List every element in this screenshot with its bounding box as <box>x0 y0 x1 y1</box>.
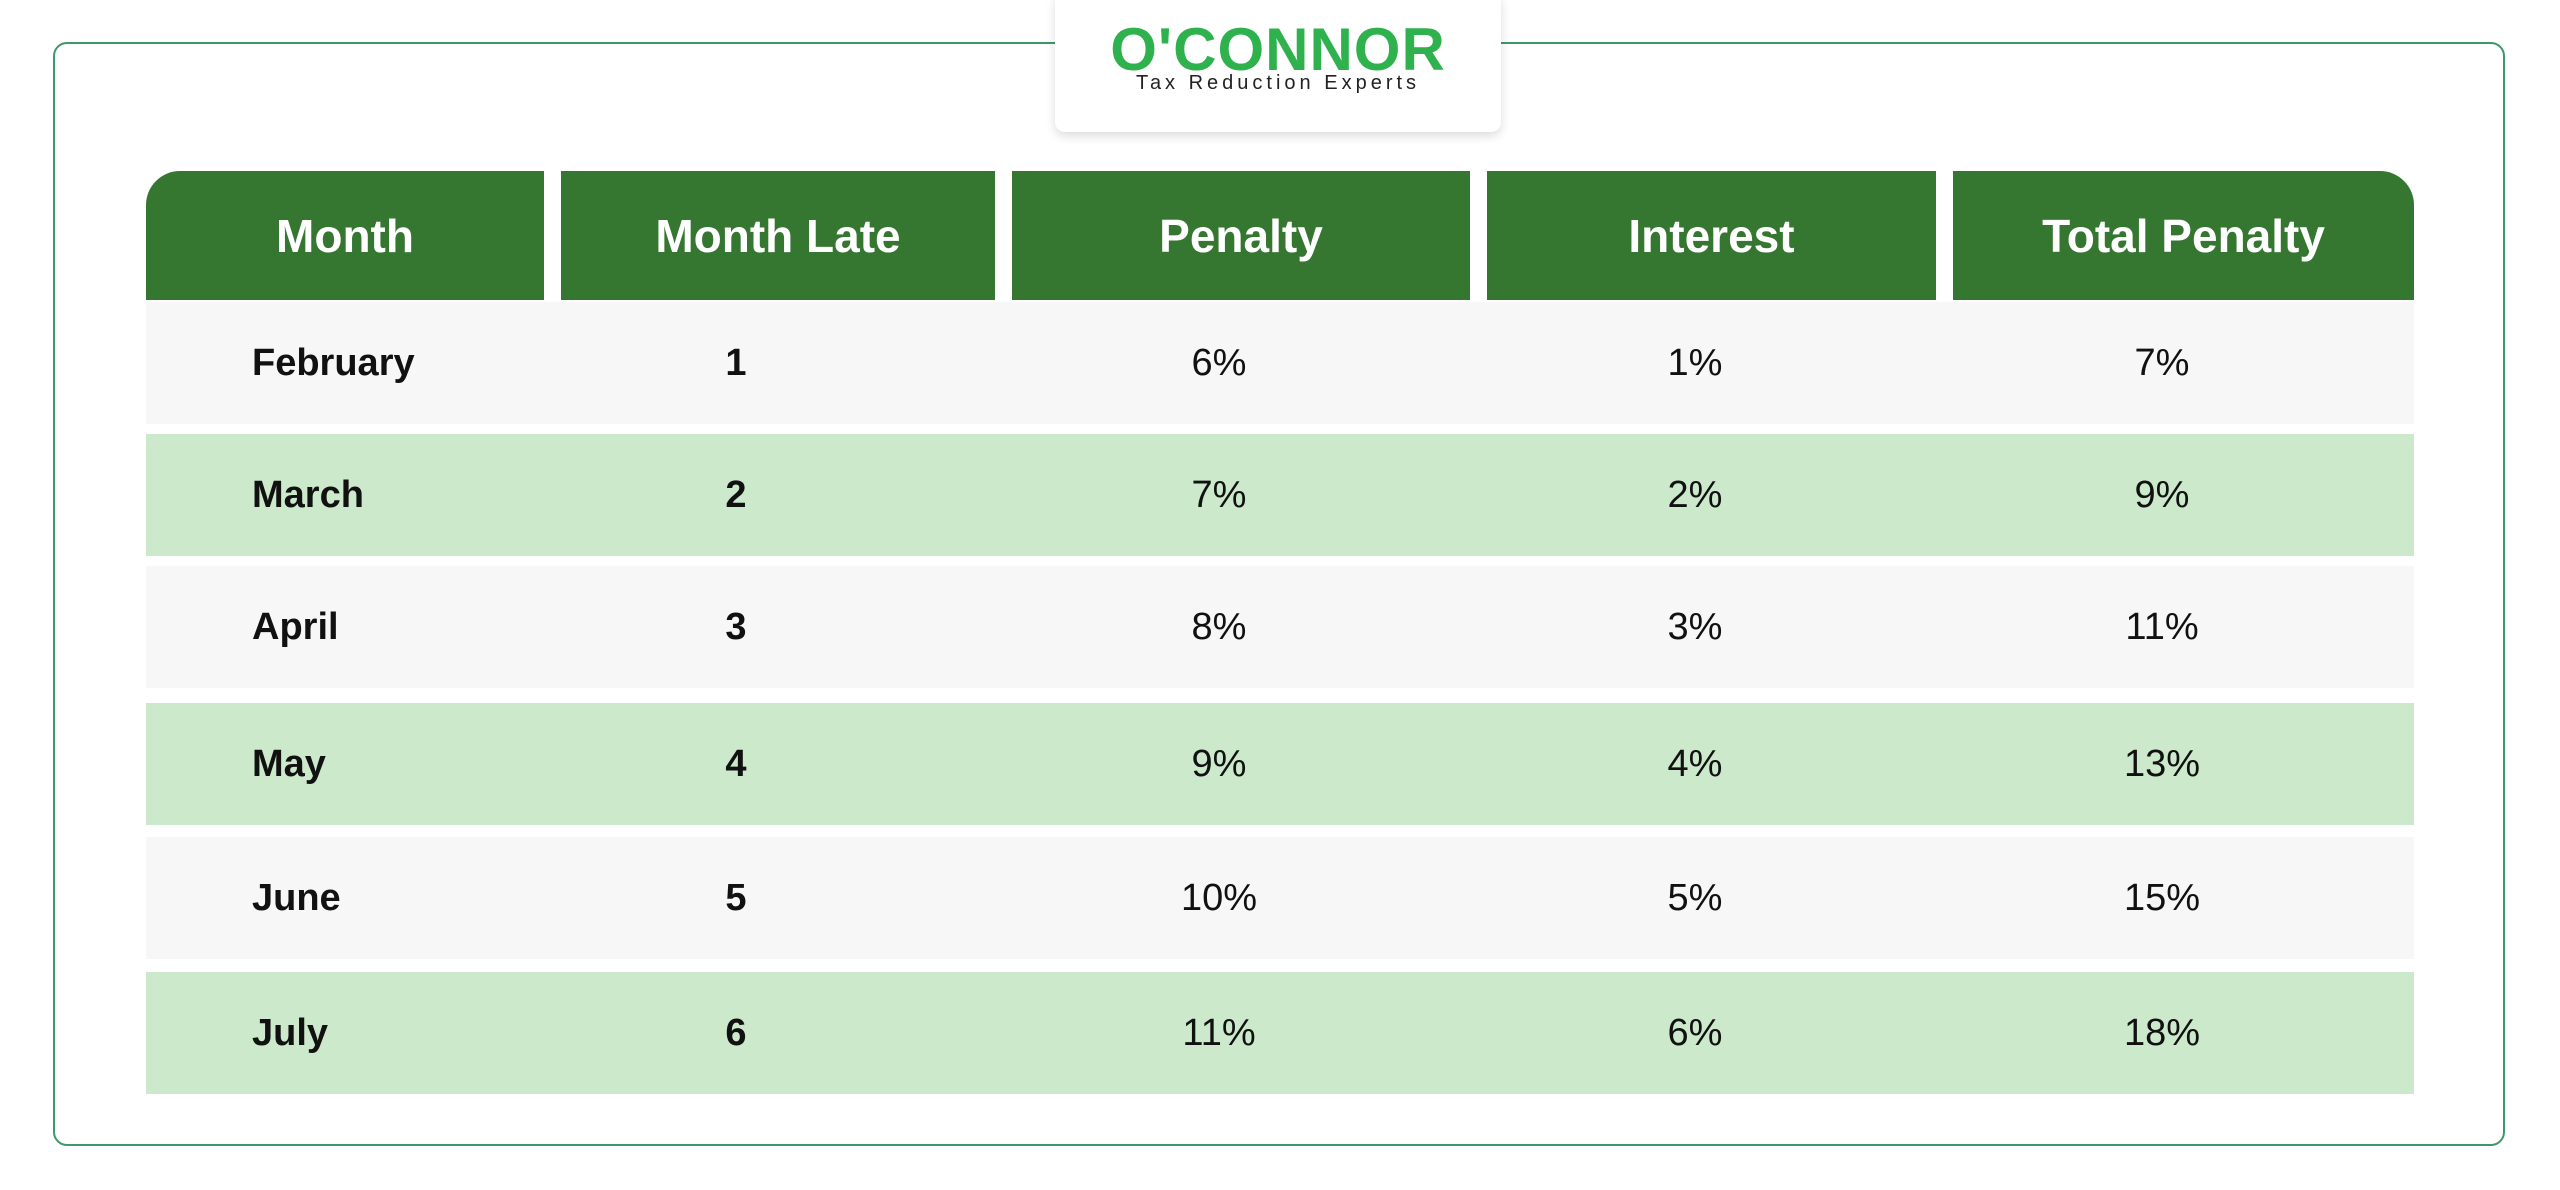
cell-penalty: 7% <box>1191 473 1247 516</box>
cell-interest: 6% <box>1667 1011 1723 1054</box>
cell-interest: 1% <box>1667 341 1723 384</box>
cell-month-late: 3 <box>725 605 747 648</box>
table-row: June 5 10% 5% 15% <box>146 837 2414 959</box>
cell-penalty: 10% <box>1180 876 1258 919</box>
cell-month-late: 1 <box>725 341 747 384</box>
cell-penalty: 6% <box>1191 341 1247 384</box>
cell-total-penalty: 7% <box>2134 341 2190 384</box>
logo-card: O'CONNOR Tax Reduction Experts <box>1055 0 1501 132</box>
cell-month: July <box>252 1011 329 1054</box>
logo-tagline: Tax Reduction Experts <box>1135 72 1421 94</box>
cell-penalty: 11% <box>1182 1011 1256 1054</box>
header-penalty: Penalty <box>1012 171 1470 300</box>
table-row: April 3 8% 3% 11% <box>146 566 2414 688</box>
cell-interest: 2% <box>1667 473 1723 516</box>
cell-total-penalty: 13% <box>2123 742 2201 785</box>
cell-month: May <box>252 742 326 785</box>
table-row: May 4 9% 4% 13% <box>146 703 2414 825</box>
cell-total-penalty: 15% <box>2123 876 2201 919</box>
cell-interest: 3% <box>1667 605 1723 648</box>
cell-month-late: 5 <box>725 876 747 919</box>
cell-month: February <box>252 341 415 384</box>
table-row: March 2 7% 2% 9% <box>146 434 2414 556</box>
cell-total-penalty: 18% <box>2123 1011 2201 1054</box>
cell-penalty: 9% <box>1191 742 1247 785</box>
cell-month-late: 2 <box>725 473 747 516</box>
cell-total-penalty: 9% <box>2134 473 2190 516</box>
cell-penalty: 8% <box>1191 605 1247 648</box>
header-month-late: Month Late <box>561 171 995 300</box>
table-row: February 1 6% 1% 7% <box>146 302 2414 424</box>
table-row: July 6 11% 6% 18% <box>146 972 2414 1094</box>
cell-month: April <box>252 605 339 648</box>
logo-wordmark: O'CONNOR <box>1110 16 1446 83</box>
cell-total-penalty: 11% <box>2125 605 2199 648</box>
cell-month-late: 6 <box>725 1011 747 1054</box>
cell-interest: 4% <box>1667 742 1723 785</box>
cell-month: March <box>252 473 364 516</box>
header-month: Month <box>146 171 544 300</box>
cell-month-late: 4 <box>725 742 747 785</box>
cell-interest: 5% <box>1667 876 1723 919</box>
header-total-penalty: Total Penalty <box>1953 171 2414 300</box>
cell-month: June <box>252 876 341 919</box>
header-interest: Interest <box>1487 171 1936 300</box>
